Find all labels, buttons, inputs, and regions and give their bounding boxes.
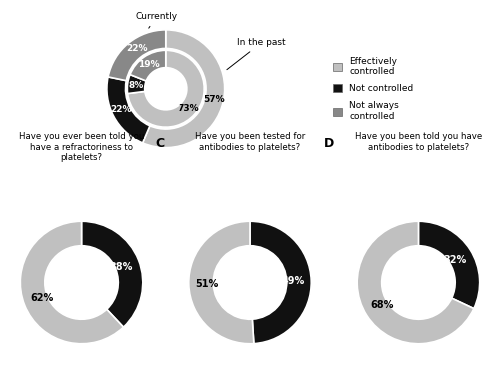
Wedge shape (128, 50, 204, 127)
Wedge shape (82, 221, 143, 327)
Legend: Effectively
controlled, Not controlled, Not always
controlled: Effectively controlled, Not controlled, … (331, 55, 415, 123)
Wedge shape (20, 221, 124, 344)
Wedge shape (128, 75, 146, 94)
Wedge shape (357, 221, 474, 344)
Text: In the past: In the past (227, 38, 286, 70)
Wedge shape (107, 77, 150, 143)
Text: Have you been told you have
antibodies to platelets?: Have you been told you have antibodies t… (355, 132, 482, 152)
Text: D: D (324, 137, 334, 150)
Text: C: C (155, 137, 164, 150)
Text: 57%: 57% (204, 95, 225, 104)
Wedge shape (418, 221, 480, 309)
Text: 22%: 22% (110, 105, 132, 114)
Text: Have you ever been told you
have a refractoriness to
platelets?: Have you ever been told you have a refra… (19, 132, 144, 162)
Text: 49%: 49% (281, 276, 304, 286)
Wedge shape (108, 30, 166, 81)
Wedge shape (189, 221, 254, 344)
Text: 68%: 68% (370, 300, 394, 310)
Circle shape (233, 266, 267, 300)
Text: 22%: 22% (126, 44, 148, 53)
Text: 32%: 32% (443, 255, 466, 264)
Wedge shape (142, 30, 224, 148)
Text: Currently: Currently (136, 12, 177, 28)
Wedge shape (130, 50, 166, 81)
Text: 8%: 8% (128, 81, 144, 90)
Text: Have you been tested for
antibodies to platelets?: Have you been tested for antibodies to p… (195, 132, 305, 152)
Wedge shape (250, 221, 311, 344)
Circle shape (146, 68, 186, 109)
Circle shape (64, 266, 98, 300)
Text: 38%: 38% (110, 262, 133, 272)
Text: 62%: 62% (30, 293, 54, 303)
Text: 19%: 19% (138, 60, 160, 69)
Text: 51%: 51% (196, 279, 219, 289)
Circle shape (402, 266, 436, 300)
Text: 73%: 73% (178, 104, 199, 113)
